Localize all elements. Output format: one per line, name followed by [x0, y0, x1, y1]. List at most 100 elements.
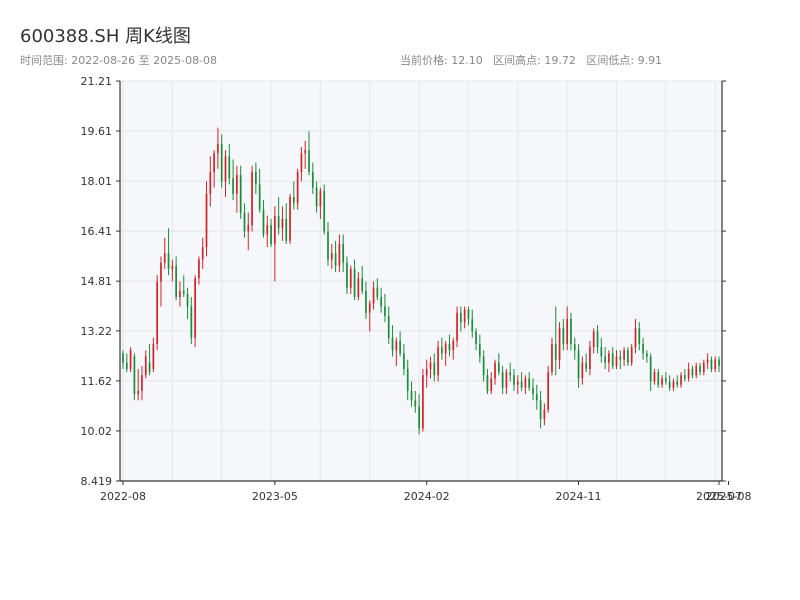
- candle: [289, 193, 291, 244]
- candle: [186, 287, 189, 319]
- candle-body: [163, 253, 166, 263]
- candle-body: [137, 390, 140, 395]
- candle-body: [680, 375, 682, 385]
- candle: [152, 337, 155, 373]
- candle: [311, 162, 314, 194]
- candle: [414, 390, 417, 413]
- candle: [646, 350, 648, 363]
- candle-body: [448, 343, 451, 351]
- candle: [236, 165, 238, 213]
- y-tick-label: 11.62: [81, 375, 113, 388]
- candle: [232, 159, 234, 201]
- candle: [680, 372, 682, 388]
- candle-body: [175, 265, 178, 298]
- candle: [528, 372, 531, 391]
- candle: [702, 359, 705, 376]
- candle: [418, 394, 420, 435]
- candle: [387, 306, 390, 344]
- candle: [672, 378, 675, 391]
- candle: [448, 334, 451, 357]
- candle-body: [505, 372, 508, 388]
- candle-body: [300, 153, 303, 173]
- candle-body: [338, 243, 341, 266]
- candle: [410, 381, 413, 407]
- candle: [573, 337, 576, 360]
- y-tick-label: 18.01: [81, 175, 113, 188]
- candle-body: [144, 356, 147, 376]
- candle: [543, 403, 546, 426]
- candle: [357, 272, 360, 301]
- candle: [338, 234, 341, 273]
- candle: [266, 215, 269, 248]
- candle-body: [695, 365, 698, 376]
- candle-body: [710, 359, 713, 370]
- candle: [308, 131, 310, 176]
- candle-body: [687, 369, 690, 379]
- candle-body: [638, 328, 641, 344]
- candle: [190, 297, 193, 344]
- candle: [425, 359, 428, 388]
- candle: [471, 309, 474, 338]
- date-range-text: 时间范围: 2022-08-26 至 2025-08-08: [20, 54, 218, 67]
- candle: [558, 322, 561, 370]
- candle-body: [699, 365, 701, 373]
- candle: [144, 350, 147, 379]
- candle: [194, 275, 196, 348]
- candle-body: [292, 197, 295, 204]
- candle-body: [653, 372, 656, 382]
- candle: [304, 140, 307, 169]
- candle-body: [623, 350, 625, 360]
- candle-body: [482, 356, 485, 376]
- candle: [198, 256, 200, 285]
- candle-body: [228, 156, 231, 179]
- candle: [285, 203, 288, 244]
- candle-body: [437, 347, 439, 376]
- candle-body: [478, 343, 481, 357]
- candle: [699, 362, 701, 376]
- candle: [148, 343, 151, 376]
- candle: [125, 353, 128, 373]
- candle-body: [232, 178, 234, 194]
- candle: [353, 259, 356, 301]
- candle-body: [497, 362, 500, 373]
- candle: [683, 369, 686, 382]
- candle: [437, 340, 439, 382]
- candle: [452, 337, 455, 360]
- candle: [395, 337, 398, 366]
- candle: [292, 181, 295, 210]
- candle-body: [133, 356, 136, 395]
- candle: [300, 146, 303, 182]
- candle: [691, 365, 694, 379]
- candle-body: [596, 331, 599, 348]
- candle: [224, 150, 227, 198]
- candle: [391, 325, 394, 357]
- candle: [505, 369, 508, 395]
- candle-body: [676, 381, 679, 385]
- candle: [585, 353, 587, 373]
- y-tick-label: 13.22: [81, 325, 113, 338]
- candle-body: [258, 184, 261, 210]
- candle-body: [167, 253, 170, 269]
- candle: [133, 353, 136, 401]
- candle-body: [346, 262, 348, 288]
- candle: [182, 275, 185, 298]
- candle: [592, 328, 595, 354]
- candle-body: [213, 153, 215, 173]
- candle: [581, 356, 584, 385]
- candle: [319, 187, 322, 219]
- candle: [642, 337, 644, 360]
- candle-body: [357, 278, 360, 298]
- candle: [494, 359, 496, 385]
- candle-body: [661, 378, 663, 385]
- candle-body: [243, 212, 246, 232]
- candle: [255, 162, 257, 194]
- candle-body: [270, 225, 272, 244]
- candle-body: [706, 359, 709, 363]
- candle-body: [425, 369, 428, 376]
- candle-body: [600, 347, 603, 357]
- candle-body: [205, 193, 208, 248]
- candle-body: [194, 278, 196, 338]
- candle-body: [399, 340, 401, 354]
- candle-body: [691, 369, 694, 376]
- candle-body: [657, 372, 660, 385]
